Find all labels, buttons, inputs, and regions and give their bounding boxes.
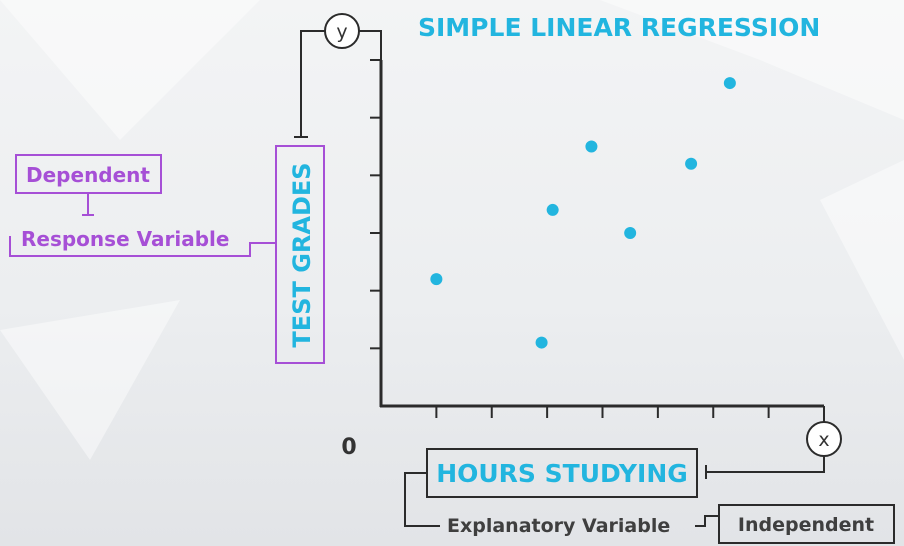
x-ticks (435, 406, 770, 418)
y-label-box (275, 145, 325, 364)
x-bracket (706, 456, 825, 473)
y-axis-top-connector (359, 30, 382, 60)
data-point (685, 157, 698, 170)
x-letter: x (818, 429, 829, 451)
origin-label: 0 (341, 435, 356, 460)
dependent-label: Dependent (26, 163, 150, 187)
y-letter: y (336, 21, 347, 43)
x-axis-badge: x (806, 421, 842, 457)
data-point (585, 140, 598, 153)
independent-label: Independent (738, 514, 874, 536)
data-point (723, 77, 736, 90)
x-axis-label: HOURS STUDYING (436, 459, 688, 488)
y-circle (324, 13, 360, 49)
data-point (430, 273, 443, 286)
background-texture (0, 0, 904, 460)
explanatory-to-independent-connector (695, 515, 718, 527)
response-variable-label: Response Variable (21, 227, 229, 251)
explanatory-bracket (404, 472, 440, 527)
independent-box (718, 504, 895, 544)
y-bracket (300, 30, 325, 137)
scatter-points (430, 77, 736, 349)
data-point (546, 203, 559, 216)
response-variable-bracket (9, 236, 276, 257)
explanatory-variable-label: Explanatory Variable (447, 515, 670, 537)
chart-title: SIMPLE LINEAR REGRESSION (418, 13, 820, 42)
y-axis-label: TEST GRADES (288, 162, 316, 347)
y-axis-badge: y (324, 13, 360, 49)
y-ticks (370, 59, 381, 350)
data-point (535, 336, 548, 349)
data-point (624, 227, 637, 239)
